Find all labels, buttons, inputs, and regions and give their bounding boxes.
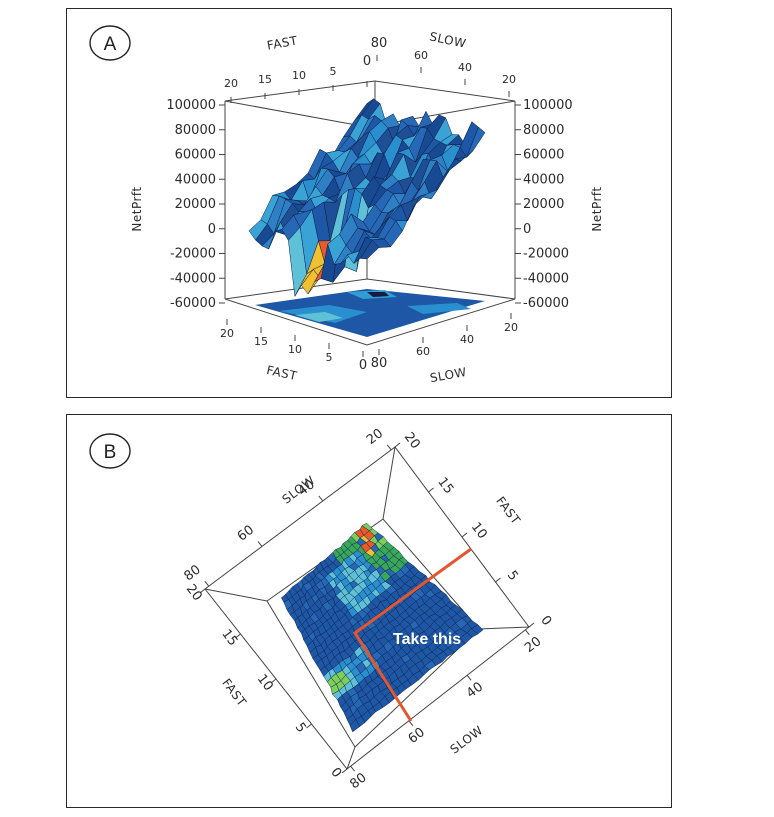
bottom-fast-label: FAST xyxy=(265,363,298,383)
top-slow-tick-label: 20 xyxy=(502,73,516,86)
bottom-fast-tick-label: 20 xyxy=(220,327,234,340)
panel-b-tick xyxy=(350,765,356,772)
z-right-tick-label: 40000 xyxy=(523,172,564,187)
floor-contour xyxy=(224,278,516,346)
top-fast-label: FAST xyxy=(266,33,299,52)
take-this-highlight xyxy=(352,547,472,722)
bottom-fast-tick-label: 10 xyxy=(288,343,302,356)
panel-b-tick-label: 20 xyxy=(522,634,544,656)
top-fast-tick-label: 15 xyxy=(258,73,272,86)
panel-b-tick-label: 5 xyxy=(504,568,521,584)
z-left-tick-label: 0 xyxy=(208,222,216,237)
bottom-slow-tick-label: 40 xyxy=(460,333,474,346)
top-slow-label: SLOW xyxy=(428,29,467,50)
panel-b-tick xyxy=(257,541,263,547)
panel-a: A 100000 80000 60000 40000 20000 0 -20000 -4000… xyxy=(66,8,672,398)
panel-b-tick xyxy=(306,723,312,729)
top-fast-axis: 20 15 10 5 0 xyxy=(224,54,371,103)
z-left-tick-label: 20000 xyxy=(175,197,216,212)
panel-b-tick-label: 40 xyxy=(464,680,486,702)
z-right-tick-label: -20000 xyxy=(523,247,569,262)
panel-b-tick-label: 20 xyxy=(401,430,423,452)
z-label-left: NetPrft xyxy=(130,186,144,231)
top-slow-tick-label: 60 xyxy=(414,49,428,62)
chart-a-3d-surface: A 100000800006000040000200000-20000-4000… xyxy=(89,25,604,385)
take-this-annotation: Take this xyxy=(393,631,461,648)
slow-bottom-label: SLOW xyxy=(448,723,486,757)
panel-b-tick-label: 0 xyxy=(537,613,554,629)
panel-b-tick xyxy=(270,678,277,684)
panel-b-tick-label: 0 xyxy=(327,765,344,781)
z-left-tick-label: 100000 xyxy=(166,98,216,113)
z-right-tick-label: 100000 xyxy=(523,98,573,113)
top-fast-tick-label: 20 xyxy=(224,77,238,90)
z-left-tick-label: -60000 xyxy=(170,296,216,311)
bottom-slow-label: SLOW xyxy=(429,365,468,385)
panel-b: B 80 60 40 20 20 15 10 5 0 20 15 10 5 0 20 40 60 80 Take … xyxy=(66,414,672,808)
surface-a-facet xyxy=(360,239,380,260)
bottom-slow-axis: 80 60 40 20 xyxy=(371,313,518,371)
bottom-fast-axis: 20 15 10 5 0 xyxy=(220,319,367,373)
panel-b-tick xyxy=(495,577,501,583)
z-left-tick-label: -40000 xyxy=(170,271,216,286)
panel-b-tick-label: 20 xyxy=(183,582,205,604)
bottom-fast-tick-label: 15 xyxy=(254,335,268,348)
z-left-tick-label: -20000 xyxy=(170,247,216,262)
panel-b-tick xyxy=(466,674,472,681)
panel-label: A xyxy=(104,34,117,55)
z-right-tick-label: 20000 xyxy=(523,197,564,212)
panel-label-circle xyxy=(89,433,131,469)
panel-b-tick-label: 15 xyxy=(434,475,456,497)
surface-a xyxy=(248,98,486,298)
z-left-tick-label: 40000 xyxy=(175,172,216,187)
panel-b-tick xyxy=(528,622,535,628)
panel-b-tick xyxy=(428,487,434,493)
panel-b-tick xyxy=(408,720,414,727)
bottom-slow-tick-label: 60 xyxy=(416,345,430,358)
z-label-right: NetPrft xyxy=(590,186,604,231)
z-right-tick-label: 60000 xyxy=(523,148,564,163)
surface-b-facet xyxy=(471,624,484,635)
fast-right-label: FAST xyxy=(493,494,523,527)
z-right-tick-label: 80000 xyxy=(523,123,564,138)
fast-left-label: FAST xyxy=(219,676,249,709)
top-fast-tick-label: 0 xyxy=(363,54,371,69)
top-slow-tick-label: 40 xyxy=(458,61,472,74)
panel-b-tick xyxy=(394,442,401,448)
panel-label-circle xyxy=(89,25,131,61)
panel-b-tick-label: 60 xyxy=(406,725,428,747)
z-axis-right: 100000 80000 60000 40000 20000 0 -20000 -40000 -… xyxy=(515,98,573,311)
panel-b-tick xyxy=(204,580,210,587)
panel-b-tick xyxy=(318,495,324,502)
surface-b xyxy=(281,522,484,733)
panel-b-tick-label: 20 xyxy=(364,426,386,448)
z-right-tick-label: 0 xyxy=(523,222,531,237)
panel-b-tick xyxy=(461,532,468,538)
bottom-slow-tick-label: 80 xyxy=(371,356,388,371)
panel-b-tick xyxy=(524,629,530,636)
panel-b-tick xyxy=(386,444,392,451)
panel-b-tick-label: 80 xyxy=(347,770,369,792)
top-fast-tick-label: 5 xyxy=(330,65,337,78)
panel-b-tick-label: 5 xyxy=(292,720,309,736)
top-fast-tick-label: 10 xyxy=(292,69,306,82)
panel-label: B xyxy=(104,442,117,463)
panel-b-tick xyxy=(199,588,206,594)
bottom-fast-tick-label: 5 xyxy=(326,351,333,364)
z-left-tick-label: 60000 xyxy=(175,148,216,163)
z-left-tick-label: 80000 xyxy=(175,123,216,138)
top-slow-axis: 80 60 40 20 xyxy=(371,36,516,97)
panel-b-tick-label: 60 xyxy=(235,523,257,545)
panel-b-tick-label: 10 xyxy=(468,520,490,542)
z-right-tick-label: -60000 xyxy=(523,296,569,311)
bottom-fast-tick-label: 0 xyxy=(359,358,367,373)
z-right-tick-label: -40000 xyxy=(523,271,569,286)
panel-b-tick xyxy=(341,768,348,774)
panel-b-tick-label: 80 xyxy=(182,562,204,584)
panel-b-tick xyxy=(235,633,241,639)
z-axis-left: 100000 80000 60000 40000 20000 0 -20000 -40000 -… xyxy=(166,98,225,311)
bottom-slow-tick-label: 20 xyxy=(504,321,518,334)
top-slow-tick-label: 80 xyxy=(371,36,388,51)
